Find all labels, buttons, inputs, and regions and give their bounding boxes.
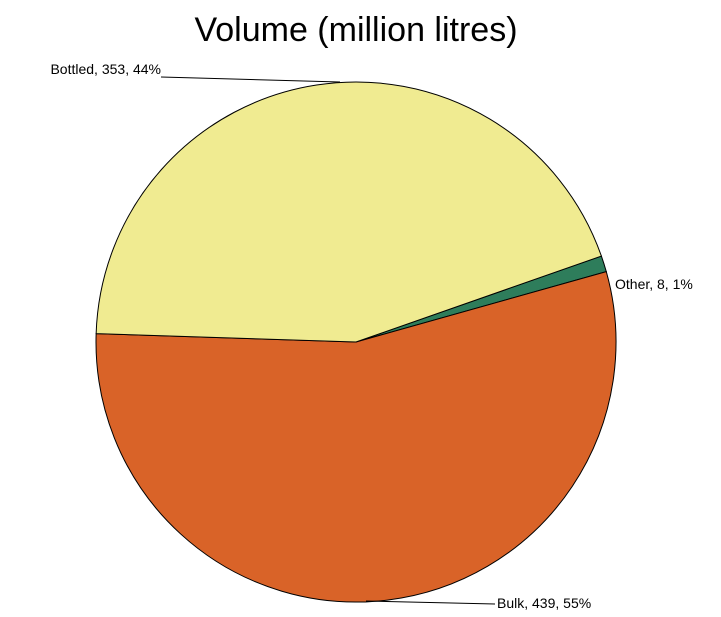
data-label-bulk: Bulk, 439, 55% (497, 595, 591, 611)
data-label-other: Other, 8, 1% (615, 276, 693, 292)
leader-line-bottled (160, 76, 341, 83)
pie-slice-bulk (95, 271, 617, 603)
leader-line-bulk (365, 600, 496, 605)
chart-title: Volume (million litres) (194, 11, 517, 49)
slices-layer (95, 81, 617, 603)
labels-layer: Other, 8, 1% Bulk, 439, 55% Bottled, 353, … (50, 61, 692, 611)
data-label-bottled: Bottled, 353, 44% (50, 61, 161, 77)
pie-slice-bottled (95, 81, 603, 343)
